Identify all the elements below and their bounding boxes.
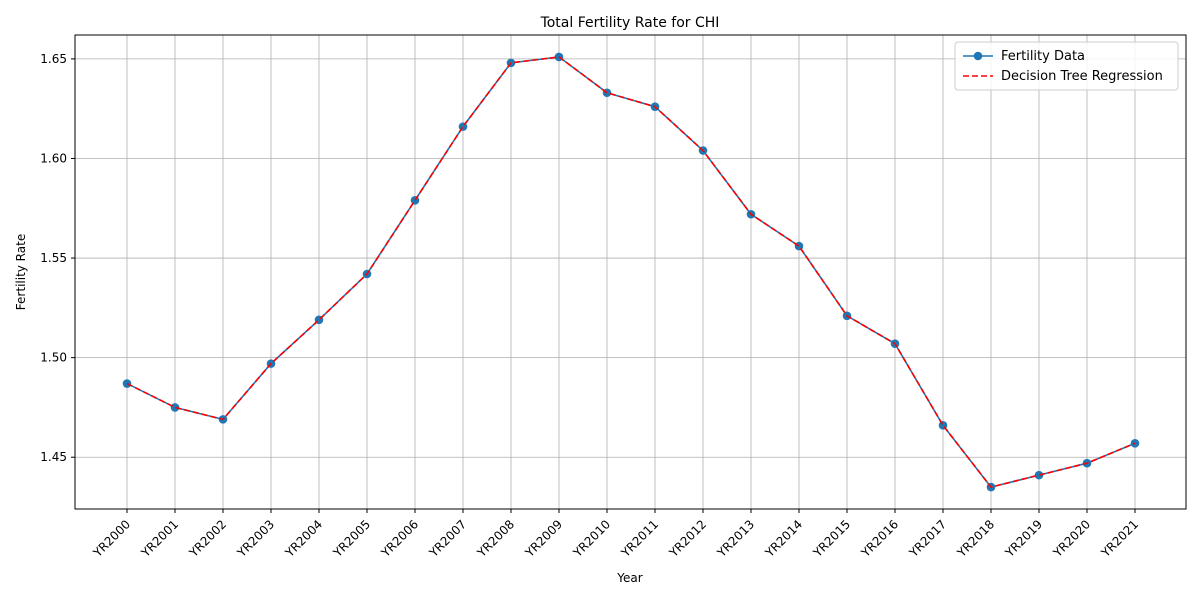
- y-tick-label: 1.45: [40, 450, 67, 464]
- x-tick-label: YR2018: [954, 517, 997, 560]
- x-axis-label: Year: [616, 571, 642, 585]
- plot-frame: [74, 34, 1187, 510]
- x-tick-label: YR2002: [186, 517, 229, 560]
- grid: [75, 35, 1186, 509]
- x-tick-label: YR2007: [426, 517, 469, 560]
- fertility-data-line: [126, 56, 1136, 488]
- chart-title: Total Fertility Rate for CHI: [540, 15, 720, 31]
- x-tick-label: YR2006: [378, 517, 421, 560]
- x-tick-label: YR2003: [234, 517, 277, 560]
- decision-tree-regression-line: [126, 56, 1136, 488]
- x-tick-label: YR2019: [1002, 517, 1045, 560]
- x-tick-label: YR2013: [714, 517, 757, 560]
- series-layer: [122, 52, 1140, 492]
- x-tick-label: YR2016: [858, 517, 901, 560]
- x-tick-label: YR2015: [810, 517, 853, 560]
- x-tick-label: YR2010: [570, 517, 613, 560]
- x-tick-label: YR2005: [330, 517, 373, 560]
- x-tick-label: YR2012: [666, 517, 709, 560]
- x-tick-label: YR2020: [1050, 517, 1093, 560]
- x-tick-label: YR2008: [474, 517, 517, 560]
- x-tick-label: YR2000: [90, 517, 133, 560]
- x-tick-label: YR2021: [1098, 517, 1141, 560]
- legend-label-fertility-data: Fertility Data: [1001, 49, 1085, 64]
- y-tick-label: 1.60: [40, 151, 67, 165]
- x-axis: YR2000 YR2001 YR2002 YR2003 YR2004 YR2005 YR20…: [90, 509, 1141, 561]
- fertility-data-point: [1034, 470, 1044, 480]
- y-axis-label: Fertility Rate: [14, 234, 28, 310]
- x-tick-label: YR2017: [906, 517, 949, 560]
- y-tick-label: 1.65: [40, 52, 67, 66]
- x-tick-label: YR2014: [762, 517, 805, 560]
- x-tick-label: YR2009: [522, 517, 565, 560]
- legend: Fertility Data Decision Tree Regression: [954, 41, 1179, 91]
- x-tick-label: YR2004: [282, 517, 325, 560]
- fertility-data-point: [170, 403, 180, 412]
- y-tick-label: 1.50: [40, 351, 67, 365]
- legend-label-decision-tree-regression: Decision Tree Regression: [1001, 69, 1163, 84]
- legend-box: [954, 41, 1179, 91]
- y-axis: 1.45 1.50 1.55 1.60 1.65: [40, 52, 75, 464]
- x-tick-label: YR2011: [618, 517, 661, 560]
- y-tick-label: 1.55: [40, 251, 67, 265]
- x-tick-label: YR2001: [138, 517, 181, 560]
- fertility-data-point: [410, 196, 420, 205]
- legend-marker-fertility-data: [973, 51, 983, 61]
